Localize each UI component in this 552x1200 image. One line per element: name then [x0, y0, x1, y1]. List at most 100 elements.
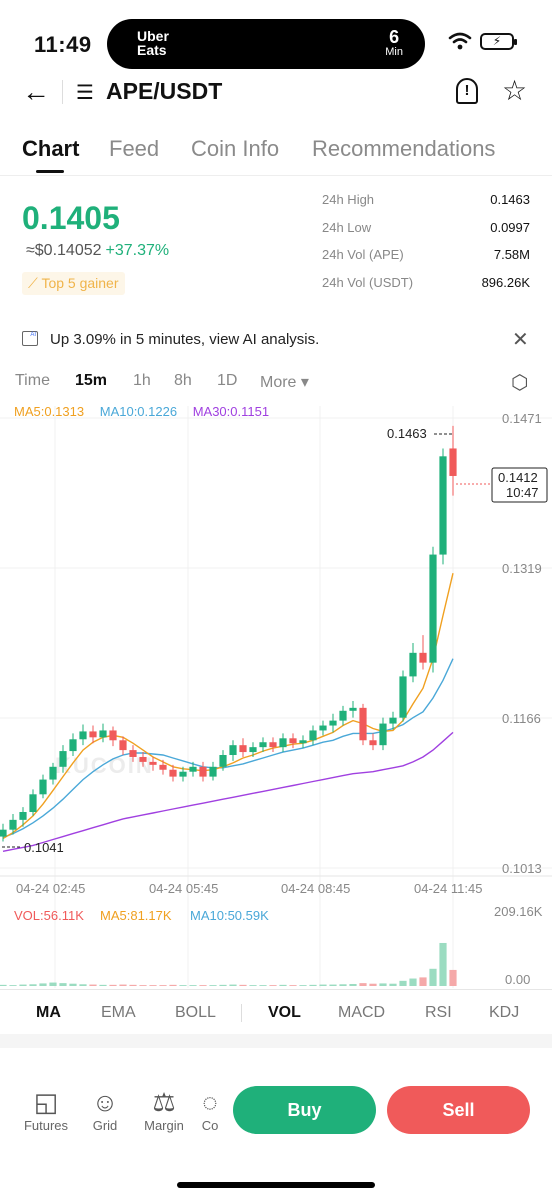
ai-icon: AI: [22, 331, 38, 346]
interval-15m[interactable]: 15m: [75, 372, 108, 389]
candles: [0, 425, 457, 842]
tab-chart[interactable]: Chart: [22, 136, 80, 161]
volume-bar: [29, 984, 37, 986]
candle-body: [339, 710, 347, 721]
indicator-macd[interactable]: MACD: [338, 1004, 386, 1021]
grid-button[interactable]: ☺ Grid: [75, 1086, 135, 1133]
section-divider: [0, 1034, 552, 1048]
convert-button[interactable]: ◌ Co: [192, 1086, 228, 1133]
favorite-star-icon[interactable]: ☆: [502, 75, 528, 106]
stat-24h-vol-ape: 24h Vol (APE) 7.58M: [322, 247, 530, 262]
candle-body: [209, 766, 217, 777]
volume-bar: [9, 985, 17, 986]
vol-axis-min: 0.00: [505, 972, 530, 987]
candle-body: [269, 742, 277, 748]
indicator-vol[interactable]: VOL: [268, 1004, 301, 1021]
indicator-rsi[interactable]: RSI: [425, 1004, 452, 1021]
candle-body: [359, 707, 367, 741]
ma10-line: [2, 658, 454, 839]
margin-button[interactable]: ⚖ Margin: [134, 1086, 194, 1133]
ma10-path: [2, 658, 454, 839]
candle-body: [309, 730, 317, 741]
candle-body: [89, 731, 97, 738]
volume-bar: [369, 983, 377, 986]
tab-recommendations[interactable]: Recommendations: [312, 136, 496, 161]
volume-bar: [299, 985, 307, 986]
volume-bar: [39, 983, 47, 986]
last-price: 0.1405: [22, 200, 120, 236]
ai-analysis-banner[interactable]: AI Up 3.09% in 5 minutes, view AI analys…: [0, 318, 552, 362]
candle-body: [369, 740, 377, 746]
ai-analysis-text[interactable]: Up 3.09% in 5 minutes, view AI analysis.: [50, 331, 320, 348]
vol-ma10-legend: MA10:50.59K: [190, 908, 269, 923]
candle-body: [39, 779, 47, 795]
interval-more[interactable]: More ▾: [260, 374, 309, 391]
candle-body: [199, 766, 207, 777]
volume-bar: [159, 985, 167, 986]
volume-bar: [389, 983, 397, 986]
candle-body: [299, 740, 307, 744]
bottom-action-bar: ◱ Futures ☺ Grid ⚖ Margin ◌ Co Buy Sell: [0, 1048, 552, 1200]
order-book-tabs-peek: [22, 1056, 442, 1068]
home-indicator[interactable]: [177, 1182, 375, 1188]
futures-button[interactable]: ◱ Futures: [16, 1086, 76, 1133]
price-tick: 0.1319: [502, 561, 542, 576]
time-tick: 04-24 05:45: [149, 881, 218, 896]
indicator-ma[interactable]: MA: [36, 1004, 61, 1021]
sell-button[interactable]: Sell: [387, 1086, 530, 1134]
buy-button[interactable]: Buy: [233, 1086, 376, 1134]
chart-grid: [0, 406, 552, 990]
watermark: KUCOIN: [55, 753, 154, 778]
indicator-kdj[interactable]: KDJ: [489, 1004, 520, 1021]
volume-bar: [399, 980, 407, 986]
interval-1h[interactable]: 1h: [133, 372, 151, 389]
candle-body: [259, 742, 267, 748]
candle-body: [169, 769, 177, 777]
time-tick: 04-24 08:45: [281, 881, 350, 896]
indicator-boll[interactable]: BOLL: [175, 1004, 216, 1021]
volume-bar: [109, 984, 117, 986]
tab-coin-info[interactable]: Coin Info: [191, 136, 280, 161]
volume-bar: [139, 985, 147, 986]
interval-time[interactable]: Time: [15, 372, 50, 389]
price-alert-icon[interactable]: !: [456, 78, 478, 104]
candle-body: [159, 764, 167, 770]
pair-list-icon[interactable]: ☰: [76, 82, 94, 104]
candle-body: [389, 717, 397, 724]
battery-charging-icon: ⚡: [480, 32, 517, 50]
volume-bar: [169, 984, 177, 986]
volume-bar: [349, 983, 357, 986]
volume-bar: [319, 984, 327, 986]
current-price-box: [491, 467, 548, 503]
chart-settings-icon[interactable]: ⬡: [511, 372, 529, 394]
volume-bar: [239, 984, 247, 986]
pair-title[interactable]: APE/USDT: [106, 78, 223, 104]
ma30-path: [2, 731, 454, 852]
header-divider: [62, 80, 63, 104]
volume-bar: [249, 985, 257, 986]
convert-icon: ◌: [202, 1087, 218, 1117]
indicator-ema[interactable]: EMA: [101, 1004, 136, 1021]
candle-body: [109, 730, 117, 741]
candle-body: [279, 738, 287, 748]
candle-body: [9, 819, 17, 830]
current-price-label: 0.1412: [498, 470, 538, 485]
active-tab-indicator: [36, 170, 64, 173]
candle-body: [79, 731, 87, 740]
top-gainer-badge[interactable]: ⟋ Top 5 gainer: [22, 272, 125, 295]
volume-bar: [179, 985, 187, 986]
candle-body: [59, 751, 67, 767]
candlestick-chart[interactable]: KUCOIN 0.1471 0.1319 0.1166 0.1013 0.146…: [0, 396, 552, 990]
back-arrow-icon[interactable]: ←: [22, 76, 50, 107]
interval-8h[interactable]: 8h: [174, 372, 192, 389]
candle-body: [249, 747, 257, 753]
dynamic-island[interactable]: Uber Eats 6 Min: [107, 19, 425, 69]
volume-bar: [279, 984, 287, 986]
tab-feed[interactable]: Feed: [109, 136, 160, 161]
close-icon[interactable]: ✕: [512, 329, 529, 351]
volume-bar: [99, 984, 107, 986]
interval-1d[interactable]: 1D: [217, 372, 238, 389]
stat-24h-high: 24h High 0.1463: [322, 192, 530, 207]
volume-bar: [259, 985, 267, 986]
futures-icon: ◱: [33, 1087, 59, 1117]
